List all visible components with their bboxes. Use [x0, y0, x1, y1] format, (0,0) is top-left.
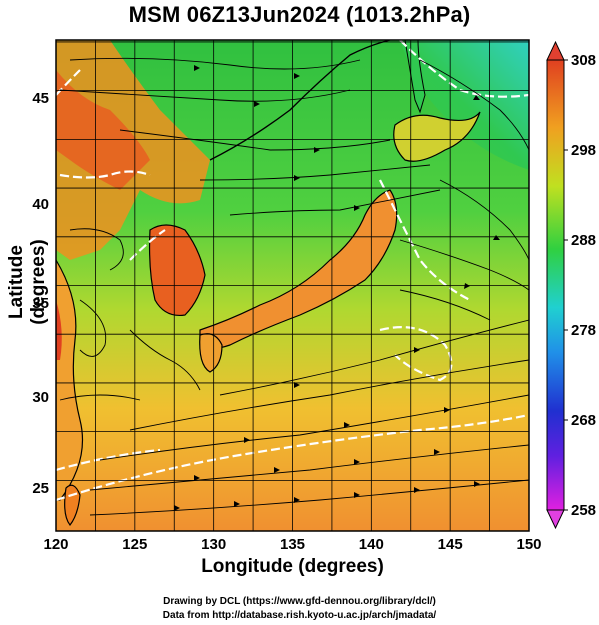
drawing-credit: Drawing by DCL (https://www.gfd-dennou.o…	[163, 596, 436, 607]
x-axis-label: Longitude (degrees)	[201, 556, 384, 577]
colorbar-top-triangle	[546, 40, 565, 61]
y-tick-25: 25	[32, 480, 49, 497]
colorbar-label-268: 268	[571, 412, 596, 429]
japan-hokkaido	[393, 111, 481, 162]
colorbar-gradient	[546, 59, 565, 511]
wind-streamlines	[59, 57, 529, 516]
x-tick-150: 150	[516, 536, 541, 553]
hot-land-north-china	[56, 70, 150, 190]
x-tick-145: 145	[438, 536, 463, 553]
y-axis-label: Latitude (degrees)	[6, 239, 49, 325]
colorbar-label-258: 258	[571, 502, 596, 519]
colorbar-ticks	[564, 59, 568, 511]
x-tick-140: 140	[359, 536, 384, 553]
colorbar-label-308: 308	[571, 52, 596, 69]
y-tick-40: 40	[32, 196, 49, 213]
x-tick-135: 135	[280, 536, 305, 553]
plot-frame	[55, 39, 530, 532]
y-tick-45: 45	[32, 90, 49, 107]
korean-peninsula	[148, 224, 206, 317]
sakhalin-island	[404, 40, 426, 114]
x-tick-labels: 120 125 130 135 140 145 150	[43, 536, 541, 553]
colorbar-label-278: 278	[571, 322, 596, 339]
x-tick-130: 130	[201, 536, 226, 553]
y-tick-35: 35	[32, 295, 49, 312]
japan-kyushu	[199, 333, 223, 373]
y-tick-30: 30	[32, 389, 49, 406]
data-source-credit: Data from http://database.rish.kyoto-u.a…	[162, 610, 437, 621]
china-coast-hot	[56, 300, 62, 360]
japan-honshu	[199, 189, 398, 350]
y-tick-labels: 25 30 35 40 45	[32, 90, 49, 497]
x-tick-125: 125	[122, 536, 147, 553]
colorbar-bottom-triangle	[546, 509, 565, 530]
temperature-contours	[56, 40, 529, 502]
colorbar-label-298: 298	[571, 142, 596, 159]
china-coast-land	[56, 258, 84, 501]
lat-lon-grid	[56, 40, 529, 531]
cool-region-northeast	[400, 40, 529, 170]
x-tick-120: 120	[43, 536, 68, 553]
wind-arrowheads	[174, 65, 500, 511]
colorbar-label-288: 288	[571, 232, 596, 249]
chart-title: MSM 06Z13Jun2024 (1013.2hPa)	[128, 2, 471, 27]
